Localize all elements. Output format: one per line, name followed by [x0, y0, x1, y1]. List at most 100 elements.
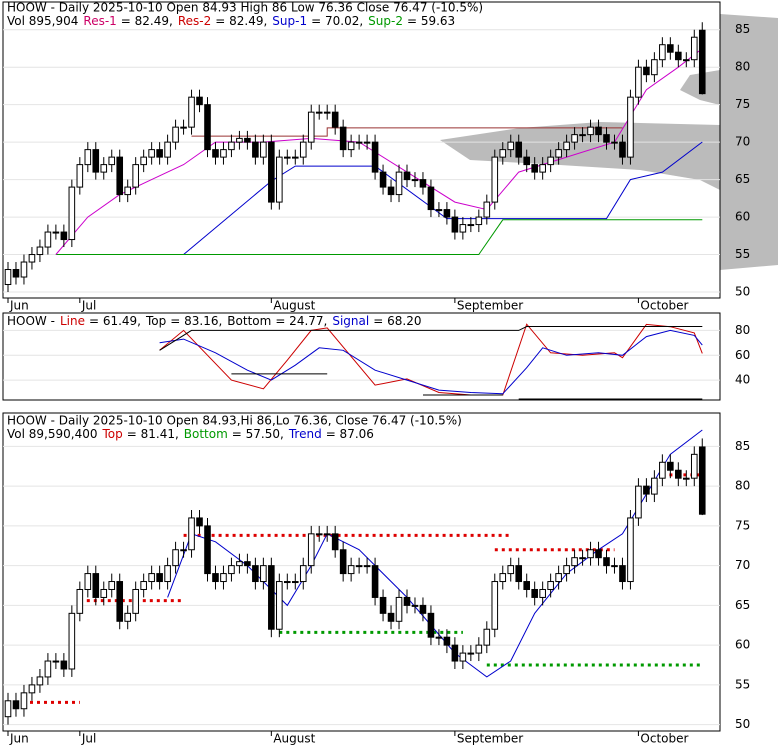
- candle-body: [196, 96, 203, 106]
- candle-body: [148, 573, 155, 583]
- candle-body: [132, 164, 139, 188]
- candle-body: [491, 156, 499, 203]
- candle-body: [459, 224, 467, 233]
- volume-profile-band: [720, 14, 778, 270]
- candle-body: [371, 141, 379, 173]
- y-tick-label: 70: [735, 558, 750, 572]
- candle-body: [68, 186, 76, 241]
- legend-value: = 82.49,: [121, 14, 173, 28]
- candle-body: [260, 565, 267, 583]
- candle-body: [659, 44, 666, 61]
- candle-body: [587, 126, 594, 136]
- candle-body: [291, 581, 299, 584]
- candle-body: [252, 565, 259, 583]
- candle-body: [475, 644, 483, 654]
- candle-body: [451, 216, 459, 233]
- candle-body: [403, 596, 411, 606]
- legend-value: = 61.49,: [89, 314, 141, 328]
- candle-body: [355, 565, 363, 568]
- candle-body: [188, 96, 195, 128]
- candle-body: [523, 581, 531, 590]
- y-tick-label: 40: [735, 373, 750, 387]
- candle-body: [547, 581, 554, 590]
- candle-body: [515, 565, 523, 583]
- candle-body: [4, 700, 12, 718]
- series-line: [231, 373, 703, 400]
- legend: HOOW - Line = 61.49, Top = 83.16, Bottom = 24.…: [7, 314, 421, 328]
- candle-body: [443, 209, 451, 218]
- candle-body: [611, 565, 618, 568]
- candle-body: [571, 134, 578, 143]
- y-tick-label: 60: [735, 348, 750, 362]
- y-tick-label: 85: [735, 439, 750, 453]
- candle-body: [68, 612, 76, 670]
- candle-body: [132, 588, 139, 614]
- legend-name: Sup-2: [368, 14, 403, 28]
- candle-body: [307, 533, 315, 567]
- candle-body: [84, 149, 92, 166]
- panel-frame: [2, 1, 721, 299]
- candle-body: [204, 104, 211, 151]
- candle-body: [291, 156, 299, 159]
- x-tick-label: Jun: [9, 732, 29, 745]
- y-tick-label: 50: [735, 717, 750, 731]
- candle-body: [435, 209, 443, 212]
- y-tick-label: 55: [735, 247, 750, 261]
- candle-body: [363, 141, 371, 144]
- legend-name: Bottom: [184, 427, 228, 441]
- legend-lead: Vol 89,590,400: [7, 427, 97, 441]
- candle-body: [651, 59, 658, 76]
- legend-value: = 24.77,: [275, 314, 327, 328]
- series-line: [159, 323, 703, 396]
- candle-body: [36, 246, 44, 256]
- x-tick-label: August: [273, 732, 315, 745]
- candle-body: [499, 573, 507, 583]
- series-line: [16, 473, 703, 704]
- candle-body: [228, 565, 235, 575]
- series-line: [55, 141, 703, 255]
- candle-body: [675, 51, 682, 61]
- candle-body: [690, 453, 698, 479]
- candle-body: [539, 588, 546, 598]
- candle-body: [451, 644, 459, 662]
- candle-body: [36, 676, 44, 686]
- x-tick-label: September: [457, 299, 523, 313]
- y-tick-label: 75: [735, 97, 750, 111]
- legend-name: Signal: [332, 314, 369, 328]
- series-line: [159, 329, 703, 395]
- legend-value: = 87.06: [326, 427, 374, 441]
- candle-body: [180, 126, 187, 129]
- legend-name: Res-1: [83, 14, 116, 28]
- y-tick-label: 60: [735, 638, 750, 652]
- candle-body: [100, 164, 108, 173]
- x-tick-label: Jul: [81, 732, 96, 745]
- legend-lead: Vol 895,904: [7, 14, 78, 28]
- candle-body: [690, 36, 698, 61]
- candle-body: [196, 517, 203, 527]
- candle-body: [499, 149, 507, 158]
- candle-body: [52, 231, 60, 234]
- candle-body: [595, 549, 602, 559]
- series-line: [191, 127, 623, 137]
- candle-body: [523, 156, 531, 166]
- candle-body: [595, 126, 602, 136]
- candle-body: [387, 612, 395, 622]
- candle-body: [276, 581, 283, 630]
- candle-body: [587, 549, 594, 559]
- x-tick-label: Jul: [81, 299, 96, 313]
- candle-body: [116, 581, 124, 622]
- candle-body: [92, 573, 100, 598]
- candle-body: [643, 66, 650, 76]
- y-tick-label: 85: [735, 22, 750, 36]
- candle-body: [627, 517, 634, 583]
- candle-body: [467, 224, 475, 227]
- candle-body: [339, 126, 347, 151]
- y-tick-label: 75: [735, 518, 750, 532]
- candle-body: [12, 700, 20, 710]
- candle-body: [563, 141, 570, 151]
- candle-body: [220, 573, 227, 583]
- candle-body: [268, 141, 275, 203]
- candle-body: [371, 565, 379, 598]
- candle-body: [475, 216, 483, 226]
- candle-body: [531, 588, 538, 598]
